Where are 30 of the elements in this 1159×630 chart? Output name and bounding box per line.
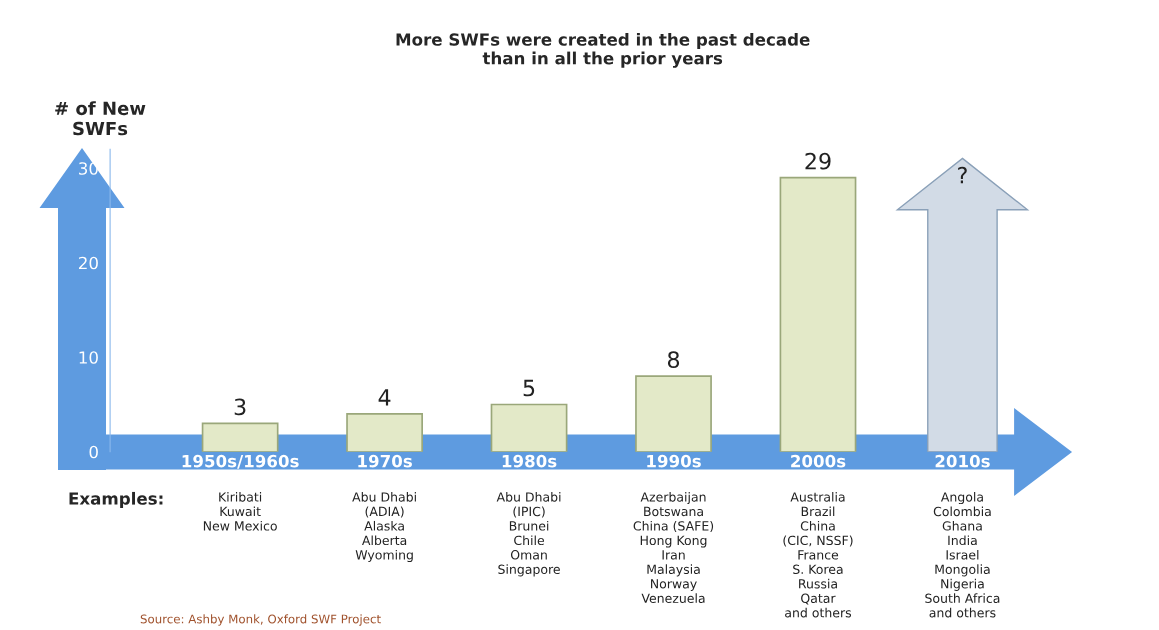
bar — [490, 403, 568, 452]
x-tick-label: 1980s — [502, 454, 557, 468]
x-tick-label: 2000s — [791, 454, 846, 468]
y-tick-label: 20 — [79, 256, 98, 270]
y-tick-label: 0 — [89, 445, 98, 459]
data-label: 8 — [667, 351, 680, 369]
data-label: 29 — [805, 152, 831, 170]
data-label: 3 — [234, 398, 246, 416]
text: Abu Dhabi (ADIA) Alaska Alberta Wyoming — [352, 492, 416, 562]
x-tick-label: 1990s — [647, 454, 701, 468]
data-label: 4 — [378, 389, 391, 406]
x-tick-label: 1950s/1960s — [182, 454, 299, 469]
bar — [779, 176, 857, 452]
y-axis-title: # of New SWFs — [55, 101, 146, 136]
text: Angola Colombia Ghana India Israel Mongolia Nigeria South Africa and others — [925, 492, 1000, 618]
text: Abu Dhabi (IPIC) Brunei Chile Oman Singapore — [496, 492, 561, 577]
bar — [201, 422, 279, 452]
data-label: 5 — [523, 379, 535, 397]
text: Examples: — [69, 491, 163, 509]
text: ? — [958, 166, 967, 184]
bar — [346, 413, 423, 452]
source-note: Source: Ashby Monk, Oxford SWF Project — [140, 614, 381, 626]
text: Australia Brazil China (CIC, NSSF) France S. Korea Russia Qatar and others — [783, 492, 853, 618]
x-tick-label: 1970s — [358, 454, 412, 468]
bar — [635, 375, 712, 452]
chart-title: More SWFs were created in the past decade than in all the prior years — [396, 32, 810, 68]
text: Kiribati Kuwait New Mexico — [203, 492, 277, 531]
text: Azerbaijan Botswana China (SAFE) Hong Kong Iran Malaysia Norway Venezuela — [633, 492, 714, 603]
x-tick-label: 2010s — [935, 454, 990, 468]
y-tick-label: 10 — [79, 351, 98, 364]
